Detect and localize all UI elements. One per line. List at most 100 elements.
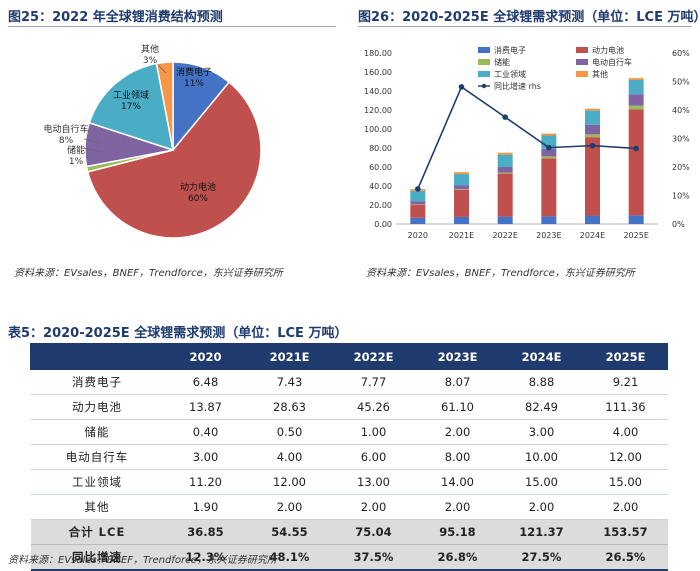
legend-line-marker bbox=[482, 84, 486, 88]
y-tick-label: 180.00 bbox=[364, 49, 392, 58]
y-tick-label: 160.00 bbox=[364, 68, 392, 77]
table-cell: 37.5% bbox=[332, 545, 416, 571]
table-cell: 2.00 bbox=[416, 420, 500, 445]
legend-label-0: 消费电子 bbox=[494, 45, 526, 55]
table-cell: 7.43 bbox=[248, 370, 332, 395]
fig25-source: 资料来源：EVsales，BNEF，Trendforce，东兴证券研究所 bbox=[14, 264, 283, 279]
bar-segment-2-3 bbox=[541, 156, 556, 158]
x-tick-label: 2020 bbox=[408, 231, 428, 240]
table-cell: 2.00 bbox=[500, 495, 584, 520]
bar-segment-0-4 bbox=[585, 216, 600, 224]
table-cell: 28.63 bbox=[248, 395, 332, 420]
pie-slice-name-5: 其他 bbox=[141, 43, 159, 55]
growth-point-5 bbox=[633, 146, 639, 152]
bar-segment-1-2 bbox=[498, 174, 513, 217]
bar-segment-4-1 bbox=[454, 174, 469, 185]
bar-segment-4-5 bbox=[629, 80, 644, 94]
y-tick-label: 0.00 bbox=[374, 220, 392, 229]
table-cell: 3.00 bbox=[164, 445, 248, 470]
legend-swatch-0 bbox=[478, 47, 490, 53]
legend-swatch-1 bbox=[576, 47, 588, 53]
fig26-title: 图26：2020-2025E 全球锂需求预测（单位：LCE 万吨） bbox=[358, 6, 700, 25]
table-cell: 8.00 bbox=[416, 445, 500, 470]
y-tick-label: 120.00 bbox=[364, 106, 392, 115]
pie-slice-label-2: 1% bbox=[69, 157, 84, 167]
bar-line-chart: 0.0020.0040.0060.0080.00100.00120.00140.… bbox=[358, 35, 698, 255]
pie-slice-name-3: 电动自行车 bbox=[43, 123, 88, 135]
table-cell: 15.00 bbox=[584, 470, 668, 495]
legend-swatch-2 bbox=[478, 59, 490, 65]
y2-tick-label: 60% bbox=[672, 49, 690, 58]
row-label: 动力电池 bbox=[31, 395, 164, 420]
x-tick-label: 2024E bbox=[580, 231, 605, 240]
bar-segment-1-1 bbox=[454, 190, 469, 217]
table-cell: 26.8% bbox=[416, 545, 500, 571]
legend-swatch-4 bbox=[478, 71, 490, 77]
pie-slice-label-4: 17% bbox=[121, 102, 141, 112]
table-cell: 82.49 bbox=[500, 395, 584, 420]
pie-slice-label-5: 3% bbox=[143, 56, 158, 66]
table-cell: 75.04 bbox=[332, 520, 416, 545]
bar-segment-0-2 bbox=[498, 217, 513, 224]
row-label: 消费电子 bbox=[31, 370, 164, 395]
bar-segment-3-2 bbox=[498, 167, 513, 173]
bar-segment-5-5 bbox=[629, 78, 644, 80]
bar-segment-1-4 bbox=[585, 137, 600, 215]
table-cell: 111.36 bbox=[584, 395, 668, 420]
y-tick-label: 100.00 bbox=[364, 125, 392, 134]
table-cell: 95.18 bbox=[416, 520, 500, 545]
bar-segment-3-0 bbox=[410, 201, 425, 204]
pie-slice-label-3: 8% bbox=[59, 136, 74, 146]
bar-segment-1-0 bbox=[410, 205, 425, 218]
x-tick-label: 2023E bbox=[536, 231, 561, 240]
row-label: 其他 bbox=[31, 495, 164, 520]
table-cell: 10.00 bbox=[500, 445, 584, 470]
table-cell: 2.00 bbox=[416, 495, 500, 520]
bar-segment-4-4 bbox=[585, 111, 600, 125]
bar-segment-0-5 bbox=[629, 215, 644, 224]
table-cell: 1.00 bbox=[332, 420, 416, 445]
bar-segment-0-0 bbox=[410, 218, 425, 224]
bar-segment-5-4 bbox=[585, 109, 600, 111]
table-cell: 12.00 bbox=[248, 470, 332, 495]
bar-segment-5-2 bbox=[498, 153, 513, 155]
bar-segment-4-2 bbox=[498, 155, 513, 167]
legend-line-label: 同比增速 rhs bbox=[494, 81, 541, 91]
bar-segment-1-5 bbox=[629, 109, 644, 215]
table-cell: 13.87 bbox=[164, 395, 248, 420]
y2-tick-label: 40% bbox=[672, 106, 690, 115]
bar-segment-2-5 bbox=[629, 106, 644, 110]
y2-tick-label: 10% bbox=[672, 192, 690, 201]
growth-point-1 bbox=[459, 84, 465, 90]
pie-slice-name-0: 消费电子 bbox=[176, 66, 212, 78]
table-cell: 61.10 bbox=[416, 395, 500, 420]
y-tick-label: 80.00 bbox=[369, 144, 392, 153]
table5-title: 表5：2020-2025E 全球锂需求预测（单位：LCE 万吨） bbox=[8, 322, 347, 341]
table-cell: 36.85 bbox=[164, 520, 248, 545]
table-cell: 54.55 bbox=[248, 520, 332, 545]
growth-point-2 bbox=[502, 114, 508, 120]
bar-segment-1-3 bbox=[541, 158, 556, 216]
table-header-cell: 2025E bbox=[584, 344, 668, 370]
table-header-cell: 2024E bbox=[500, 344, 584, 370]
table-cell: 8.88 bbox=[500, 370, 584, 395]
table-header-cell: 2020 bbox=[164, 344, 248, 370]
table-cell: 13.00 bbox=[332, 470, 416, 495]
bar-segment-3-5 bbox=[629, 94, 644, 105]
table-cell: 11.20 bbox=[164, 470, 248, 495]
y2-tick-label: 0% bbox=[672, 220, 685, 229]
legend-swatch-5 bbox=[576, 71, 588, 77]
x-tick-label: 2022E bbox=[492, 231, 517, 240]
table-cell: 14.00 bbox=[416, 470, 500, 495]
legend-label-3: 电动自行车 bbox=[592, 57, 632, 67]
growth-point-4 bbox=[590, 143, 596, 149]
bar-segment-5-3 bbox=[541, 134, 556, 136]
table-header-cell: 2023E bbox=[416, 344, 500, 370]
